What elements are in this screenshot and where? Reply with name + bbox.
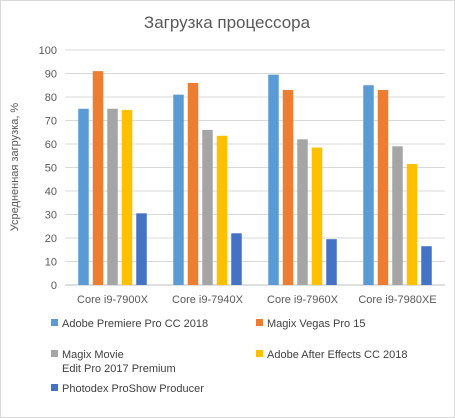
bar [173,94,184,286]
category-labels: Core i9-7900X Core i9-7940X Core i9-7960X C… [77,294,437,306]
legend-label: Photodex ProShow Producer [62,383,204,395]
bar [377,89,389,285]
y-tick-label: 90 [45,69,57,81]
bar [78,108,89,285]
bar [121,109,133,285]
bar [392,146,403,285]
bar [311,147,323,285]
bar [326,239,337,285]
x-category-label: Core i9-7960X [267,294,339,306]
y-tick-label: 60 [45,139,57,151]
bar [187,82,199,286]
chart-title: Загрузка процессора [144,13,311,32]
y-tick-label: 80 [45,92,57,104]
legend-label: Adobe After Effects CC 2018 [267,349,407,361]
legend-swatch [51,350,58,357]
bar [297,139,308,285]
legend-item: Photodex ProShow Producer [51,383,204,395]
bar [231,233,242,285]
y-tick-label: 0 [51,280,57,292]
y-tick-label: 100 [39,45,57,57]
legend-label: Magix Movie [62,349,124,361]
legend-item: Adobe Premiere Pro CC 2018 [51,318,208,330]
bar [268,74,279,285]
x-category-label: Core i9-7940X [172,294,244,306]
legend-label: Edit Pro 2017 Premium [62,363,176,375]
y-tick-label: 10 [45,257,57,269]
y-tick-labels: 0 10 20 30 40 50 60 70 80 90 100 [39,45,57,292]
x-category-label: Core i9-7900X [77,294,149,306]
bar [406,163,418,285]
x-category-label: Core i9-7980XE [358,294,436,306]
bar [92,71,104,286]
legend-item: Adobe After Effects CC 2018 [256,349,407,361]
y-tick-label: 70 [45,116,57,128]
bar [202,129,213,285]
y-axis-label: Усредненная загрузка, % [9,103,21,232]
legend-label: Adobe Premiere Pro CC 2018 [62,318,208,330]
y-tick-label: 50 [45,163,57,175]
legend-item: Magix Movie Edit Pro 2017 Premium [51,349,176,375]
bar [107,108,118,285]
legend: Adobe Premiere Pro CC 2018 Magix Vegas Pr… [51,318,407,395]
bar [421,246,432,285]
y-tick-label: 30 [45,210,57,222]
bars [78,71,432,286]
legend-swatch [256,350,263,357]
y-tick-label: 40 [45,186,57,198]
y-tick-label: 20 [45,233,57,245]
legend-swatch [51,319,58,326]
legend-item: Magix Vegas Pro 15 [256,318,365,330]
bar [363,85,374,285]
bar [136,213,147,285]
bar [216,135,228,285]
legend-swatch [51,384,58,391]
legend-label: Magix Vegas Pro 15 [267,318,365,330]
bar [282,89,294,285]
legend-swatch [256,319,263,326]
